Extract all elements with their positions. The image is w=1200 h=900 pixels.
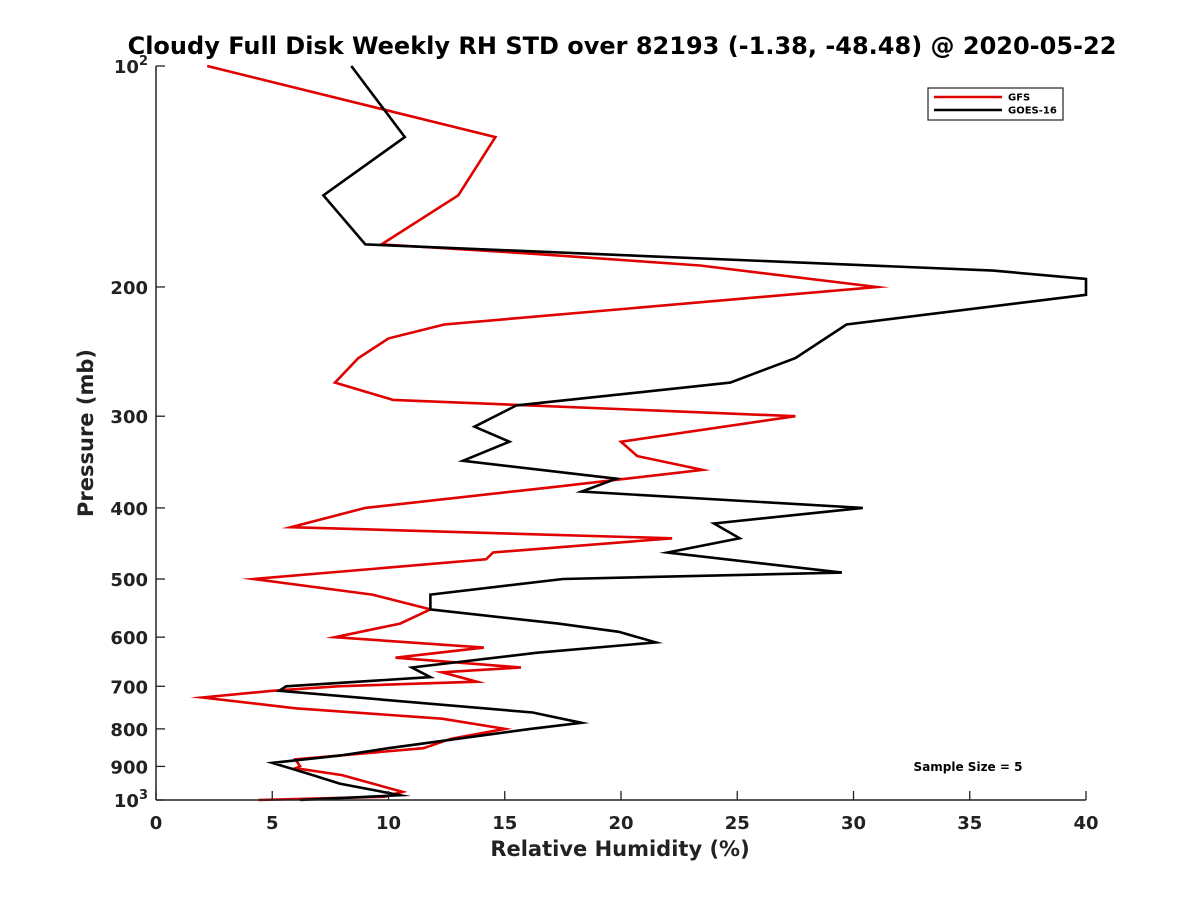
y-tick-label: 800 [110, 720, 148, 741]
axes-layer: 0 5 10 15 20 25 30 35 40 102 200 300 400 500 600 700 800… [110, 54, 1098, 834]
legend: GFS GOES-16 [927, 87, 1064, 121]
x-tick-label: 5 [266, 813, 279, 834]
series-line-goes-16 [265, 65, 1088, 802]
legend-box [927, 87, 1064, 121]
x-tick-label: 35 [957, 813, 982, 834]
y-tick-label: 103 [114, 788, 148, 812]
x-tick-label: 10 [376, 813, 401, 834]
x-axis-label: Relative Humidity (%) [490, 837, 749, 861]
y-tick-label: 102 [114, 54, 148, 78]
legend-label: GOES-16 [1008, 106, 1057, 117]
y-tick-label: 700 [110, 677, 148, 698]
y-tick-label: 600 [110, 628, 148, 649]
y-tick-label: 400 [110, 499, 148, 520]
x-tick-label: 30 [841, 813, 866, 834]
series-layer [190, 64, 1088, 802]
y-tick-label: 500 [110, 570, 148, 591]
sample-size-annotation: Sample Size = 5 [914, 760, 1023, 774]
y-axis-label: Pressure (mb) [74, 349, 98, 517]
plot-area [156, 66, 1086, 800]
chart-title: Cloudy Full Disk Weekly RH STD over 8219… [128, 32, 1117, 60]
y-tick-label: 300 [110, 407, 148, 428]
x-tick-label: 0 [150, 813, 163, 834]
x-tick-label: 15 [492, 813, 517, 834]
plot-background [156, 66, 1086, 800]
y-tick-label: 900 [110, 757, 148, 778]
y-tick-label: 200 [110, 278, 148, 299]
x-tick-label: 20 [608, 813, 633, 834]
x-tick-label: 40 [1073, 813, 1098, 834]
legend-label: GFS [1008, 93, 1030, 104]
x-tick-label: 25 [725, 813, 750, 834]
